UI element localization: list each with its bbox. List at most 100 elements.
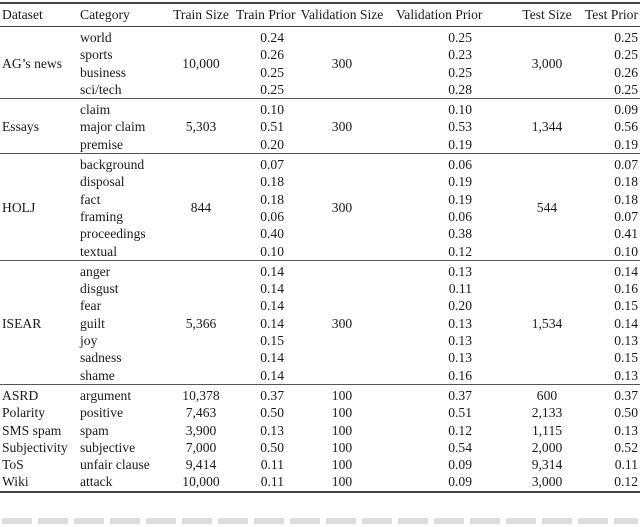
validation-prior: 0.28 [448,81,472,97]
category: guilt [80,315,105,331]
validation-prior: 0.09 [448,457,472,473]
train-size: 5,366 [185,315,217,331]
validation-size: 100 [331,422,353,438]
test-prior: 0.10 [614,243,638,259]
test-prior: 0.07 [614,157,638,173]
train-prior: 0.10 [260,102,284,118]
table-row: fact 0.18 0.19 0.18 [0,191,640,208]
validation-size: 100 [331,439,353,455]
category: sci/tech [80,81,122,97]
table-row: AG’s news world 10,000 0.24 300 0.25 3,000 0.25 [0,27,640,71]
table-row: proceedings 0.40 0.38 0.41 [0,225,640,242]
validation-prior: 0.12 [448,422,472,438]
table-caption-cutoff [2,516,638,526]
category: unfair clause [80,457,150,473]
train-prior: 0.25 [260,81,284,97]
validation-prior: 0.19 [448,174,472,190]
test-prior: 0.26 [614,64,638,80]
test-prior: 0.14 [614,315,638,331]
validation-prior: 0.51 [448,405,472,421]
category: shame [80,367,115,383]
table-row: fear 0.14 0.20 0.15 [0,297,640,314]
dataset-name: ISEAR [2,315,42,331]
table-row: HOLJ background 844 0.07 300 0.06 544 0.07 [0,154,640,215]
dataset-name: AG’s news [2,55,63,71]
header-train-prior: Train Prior [236,7,296,22]
test-prior: 0.14 [614,263,638,279]
category: attack [80,474,113,490]
dataset-name: ASRD [2,387,39,403]
table-row: major claim 0.51 0.53 0.56 [0,118,640,135]
dataset-name: Polarity [2,405,46,421]
category: positive [80,405,124,421]
dataset-group: ISEAR anger 5,366 0.14 300 0.13 1,534 0.14 disgu… [0,260,640,385]
test-prior: 0.15 [614,350,638,366]
dataset-group: AG’s news world 10,000 0.24 300 0.25 3,000 0.25… [0,27,640,99]
validation-prior: 0.20 [448,298,472,314]
test-prior: 0.15 [614,298,638,314]
table-row: disgust 0.14 0.11 0.16 [0,280,640,297]
train-prior: 0.07 [260,157,284,173]
train-prior: 0.10 [260,243,284,259]
dataset-name: Essays [2,119,40,135]
train-prior: 0.15 [260,333,284,349]
validation-prior: 0.54 [448,439,472,455]
test-prior: 0.13 [614,367,638,383]
validation-size: 100 [331,457,353,473]
dataset-name: SMS spam [2,422,62,438]
test-prior: 0.25 [614,81,638,97]
category: business [80,64,127,80]
dataset-name: ToS [2,457,24,473]
validation-prior: 0.37 [448,387,472,403]
test-prior: 0.50 [614,405,638,421]
dataset-group: Essays claim 5,303 0.10 300 0.10 1,344 0.09 majo… [0,99,640,154]
test-prior: 0.41 [614,226,638,242]
table-row: shame 0.14 0.16 0.13 [0,367,640,385]
test-size: 3,000 [531,55,563,71]
table-row: Subjectivity subjective 7,000 0.50 100 0.54 2,… [0,439,640,456]
test-size: 2,133 [531,405,563,421]
dataset-group: HOLJ background 844 0.07 300 0.06 544 0.07 dispo… [0,154,640,261]
test-prior: 0.37 [614,387,638,403]
test-size: 2,000 [531,439,563,455]
category: subjective [80,439,136,455]
category: argument [80,387,132,403]
table-row: SMS spam spam 3,900 0.13 100 0.12 1,115 0.13 [0,422,640,439]
binary-datasets: ASRD argument 10,378 0.37 100 0.37 600 0.37 Pola… [0,384,640,492]
category: fear [80,298,102,314]
category: disposal [80,174,125,190]
train-prior: 0.26 [260,47,284,63]
table-row: sci/tech 0.25 0.28 0.25 [0,81,640,99]
test-prior: 0.12 [614,474,638,490]
train-prior: 0.37 [260,387,284,403]
category: framing [80,208,124,224]
validation-prior: 0.23 [448,47,472,63]
validation-size: 100 [331,405,353,421]
train-prior: 0.24 [260,30,284,45]
test-prior: 0.16 [614,281,638,297]
train-size: 844 [190,200,212,216]
train-prior: 0.25 [260,64,284,80]
table-row: business 0.25 0.25 0.26 [0,64,640,81]
validation-prior: 0.11 [448,281,472,297]
category: disgust [80,281,119,297]
dataset-name: HOLJ [2,200,36,216]
test-size: 1,534 [531,315,563,331]
validation-prior: 0.13 [448,350,472,366]
header-dataset: Dataset [2,7,43,22]
validation-prior: 0.06 [448,157,472,173]
train-size: 7,463 [185,405,217,421]
validation-prior: 0.25 [448,30,472,45]
dataset-name: Wiki [2,474,29,490]
train-size: 10,378 [182,387,220,403]
train-prior: 0.14 [260,350,284,366]
table-row: ISEAR anger 5,366 0.14 300 0.13 1,534 0.14 [0,260,640,331]
train-prior: 0.50 [260,439,284,455]
test-prior: 0.07 [614,208,638,224]
category: textual [80,243,117,259]
train-prior: 0.40 [260,226,284,242]
train-prior: 0.14 [260,263,284,279]
dataset-name: Subjectivity [2,439,68,455]
train-size: 5,303 [185,119,217,135]
test-size: 1,115 [531,422,563,438]
